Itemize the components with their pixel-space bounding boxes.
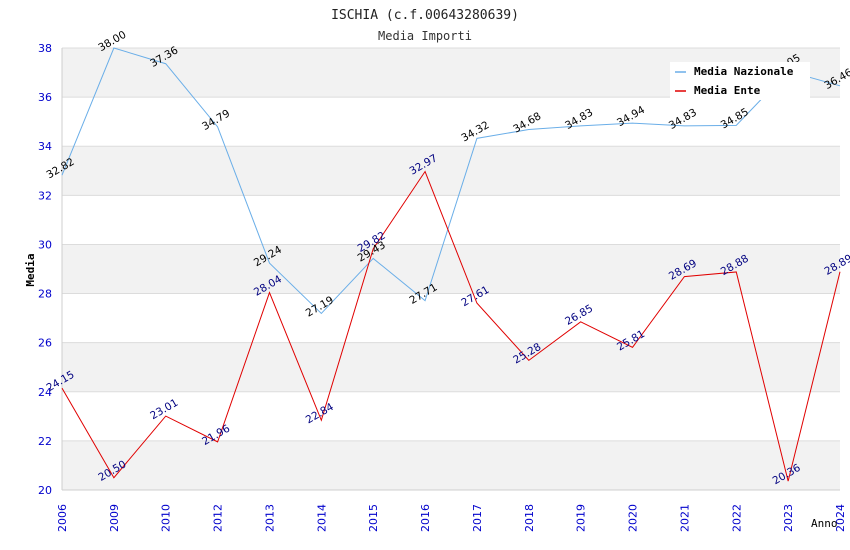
y-tick-label: 36	[38, 91, 52, 104]
legend-label-media-ente: Media Ente	[694, 84, 761, 97]
y-tick-label: 28	[38, 288, 52, 301]
x-tick-label: 2006	[56, 504, 69, 532]
x-tick-label: 2015	[367, 504, 380, 532]
x-tick-label: 2020	[627, 504, 640, 532]
y-tick-label: 38	[38, 42, 52, 55]
y-tick-labels: 20 22 24 26 28 30 32 34 36 38	[38, 42, 52, 497]
x-tick-label: 2022	[730, 504, 743, 532]
chart-subtitle: Media Importi	[378, 29, 472, 43]
y-tick-label: 20	[38, 484, 52, 497]
y-tick-label: 30	[38, 238, 52, 251]
x-tick-labels: 2006 2009 2010 2012 2013 2014 2015 2016 2017 2018…	[56, 504, 847, 532]
legend: Media Nazionale Media Ente	[670, 62, 810, 100]
y-tick-label: 32	[38, 189, 52, 202]
x-tick-label: 2014	[315, 504, 328, 532]
x-axis-label: Anno	[811, 517, 838, 530]
x-tick-label: 2013	[263, 504, 276, 532]
grid-band	[62, 244, 840, 294]
x-tick-label: 2019	[575, 504, 588, 532]
x-tick-label: 2012	[212, 504, 225, 532]
series-line-media-ente	[61, 170, 841, 482]
x-tick-label: 2024	[834, 504, 847, 532]
y-axis-label: Media	[24, 253, 37, 286]
x-tick-label: 2021	[678, 504, 691, 532]
legend-label-media-nazionale: Media Nazionale	[694, 65, 794, 78]
y-tick-label: 26	[38, 337, 52, 350]
x-tick-label: 2016	[419, 504, 432, 532]
y-tick-label: 22	[38, 435, 52, 448]
x-tick-label: 2023	[782, 504, 795, 532]
y-tick-label: 34	[38, 140, 52, 153]
y-tick-label: 24	[38, 386, 52, 399]
legend-box	[670, 62, 810, 100]
series-line-media-nazionale	[61, 47, 841, 315]
x-tick-label: 2009	[108, 504, 121, 532]
x-tick-label: 2017	[471, 504, 484, 532]
grid-band	[62, 146, 840, 196]
grid-band	[62, 440, 840, 490]
series-lines	[61, 47, 841, 482]
x-tick-label: 2018	[523, 504, 536, 532]
chart-title: ISCHIA (c.f.00643280639)	[331, 8, 519, 23]
x-tick-label: 2010	[160, 504, 173, 532]
grid-band	[62, 342, 840, 392]
